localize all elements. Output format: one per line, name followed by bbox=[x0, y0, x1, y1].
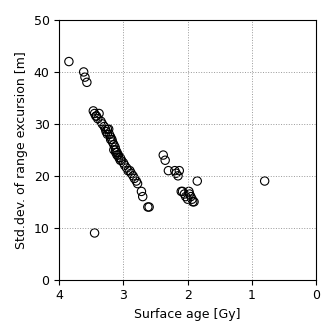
Point bbox=[262, 178, 267, 184]
Point bbox=[66, 59, 72, 64]
Point bbox=[127, 168, 133, 173]
Point bbox=[180, 189, 185, 194]
Point bbox=[90, 108, 96, 114]
Point bbox=[94, 114, 99, 119]
Point bbox=[179, 189, 184, 194]
Point bbox=[105, 126, 110, 132]
Point bbox=[102, 124, 107, 129]
Point bbox=[166, 168, 171, 173]
Point bbox=[108, 137, 113, 142]
Point bbox=[116, 155, 122, 160]
Point bbox=[135, 181, 140, 186]
Point bbox=[105, 132, 110, 137]
Point bbox=[116, 152, 121, 158]
Point bbox=[99, 121, 105, 127]
Point bbox=[124, 165, 129, 171]
Point bbox=[82, 75, 88, 80]
Point bbox=[110, 139, 115, 145]
Point bbox=[130, 173, 136, 178]
Point bbox=[104, 129, 109, 134]
Point bbox=[185, 197, 190, 202]
Point bbox=[119, 158, 124, 163]
Point bbox=[109, 137, 115, 142]
Point bbox=[118, 155, 123, 160]
Point bbox=[190, 197, 195, 202]
Point bbox=[145, 204, 150, 210]
Point bbox=[114, 150, 120, 155]
Point bbox=[113, 150, 119, 155]
Point bbox=[146, 204, 152, 210]
Point bbox=[114, 152, 120, 158]
Point bbox=[113, 147, 119, 153]
Point bbox=[122, 163, 127, 168]
Point bbox=[111, 142, 117, 148]
Point bbox=[125, 168, 131, 173]
Point bbox=[92, 230, 97, 236]
Point bbox=[113, 144, 118, 150]
Point bbox=[160, 152, 166, 158]
Point bbox=[183, 194, 188, 199]
Y-axis label: Std.dev. of range excursion [m]: Std.dev. of range excursion [m] bbox=[15, 51, 28, 249]
Point bbox=[118, 158, 123, 163]
Point bbox=[177, 168, 182, 173]
Point bbox=[129, 171, 134, 176]
Point bbox=[140, 194, 145, 199]
Point bbox=[95, 116, 100, 121]
Point bbox=[96, 111, 102, 116]
Point bbox=[84, 80, 89, 85]
Point bbox=[121, 160, 126, 166]
Point bbox=[191, 199, 197, 205]
Point bbox=[175, 173, 181, 178]
Point bbox=[188, 194, 194, 199]
Point bbox=[108, 134, 113, 139]
Point bbox=[111, 147, 117, 153]
Point bbox=[81, 69, 86, 75]
Point bbox=[190, 199, 195, 205]
Point bbox=[182, 191, 187, 197]
Point bbox=[93, 114, 98, 119]
Point bbox=[134, 178, 139, 184]
Point bbox=[107, 132, 112, 137]
Point bbox=[98, 119, 104, 124]
Point bbox=[106, 126, 111, 132]
Point bbox=[187, 191, 192, 197]
Point bbox=[132, 176, 137, 181]
Point bbox=[139, 189, 144, 194]
Point bbox=[162, 158, 168, 163]
Point bbox=[103, 126, 108, 132]
Point bbox=[92, 111, 97, 116]
Point bbox=[174, 171, 179, 176]
Point bbox=[172, 168, 178, 173]
Point bbox=[186, 189, 192, 194]
X-axis label: Surface age [Gy]: Surface age [Gy] bbox=[134, 308, 241, 321]
Point bbox=[195, 178, 200, 184]
